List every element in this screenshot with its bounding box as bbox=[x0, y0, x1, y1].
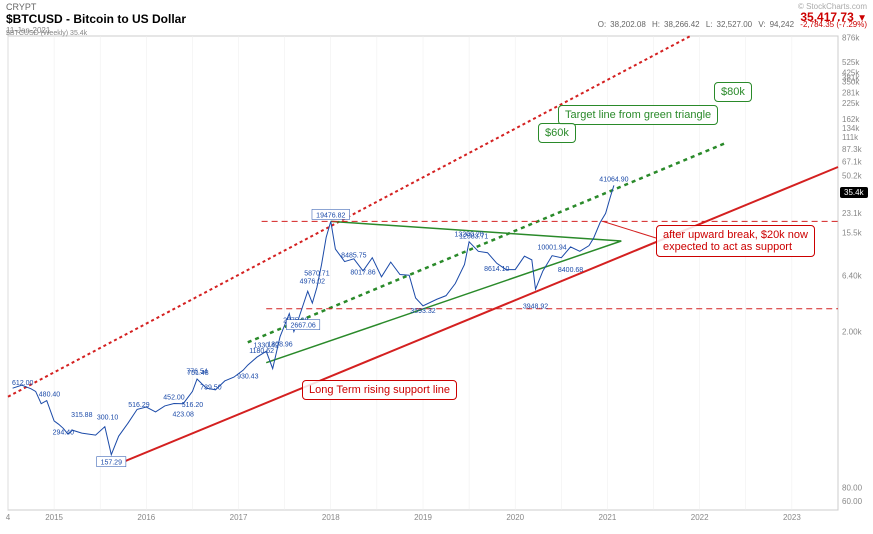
svg-text:60.00: 60.00 bbox=[842, 497, 863, 506]
svg-text:2018: 2018 bbox=[322, 513, 340, 522]
open-value: 38,202.08 bbox=[610, 20, 646, 29]
svg-text:8614.10: 8614.10 bbox=[484, 266, 509, 273]
svg-text:41064.90: 41064.90 bbox=[599, 176, 628, 183]
svg-text:8017.86: 8017.86 bbox=[350, 269, 375, 276]
change-value: -2,784.35 (-7.29%) bbox=[800, 20, 867, 29]
svg-text:425k: 425k bbox=[842, 68, 860, 77]
svg-text:480.40: 480.40 bbox=[39, 392, 61, 399]
svg-text:80.00: 80.00 bbox=[842, 483, 863, 492]
svg-text:10001.94: 10001.94 bbox=[538, 245, 567, 252]
annot-80k: $80k bbox=[714, 82, 752, 102]
svg-text:6.40k: 6.40k bbox=[842, 271, 863, 280]
svg-text:2023: 2023 bbox=[783, 513, 801, 522]
svg-text:2.00k: 2.00k bbox=[842, 328, 863, 337]
annot-target-line: Target line from green triangle bbox=[558, 105, 718, 125]
vol-value: 94,242 bbox=[770, 20, 794, 29]
svg-text:300.10: 300.10 bbox=[97, 414, 119, 421]
svg-text:50.2k: 50.2k bbox=[842, 172, 863, 181]
svg-text:162k: 162k bbox=[842, 115, 860, 124]
svg-text:111k: 111k bbox=[842, 133, 859, 142]
svg-text:525k: 525k bbox=[842, 58, 860, 67]
svg-text:930.43: 930.43 bbox=[237, 374, 259, 381]
svg-text:134k: 134k bbox=[842, 124, 860, 133]
high-value: 38,266.42 bbox=[664, 20, 700, 29]
svg-text:5870.71: 5870.71 bbox=[304, 270, 329, 277]
svg-text:8485.75: 8485.75 bbox=[341, 253, 366, 260]
svg-text:2667.06: 2667.06 bbox=[290, 323, 315, 330]
svg-text:2019: 2019 bbox=[414, 513, 432, 522]
annot-support-break: after upward break, $20k nowexpected to … bbox=[656, 225, 815, 257]
svg-text:3948.92: 3948.92 bbox=[523, 304, 548, 311]
svg-text:2022: 2022 bbox=[691, 513, 709, 522]
svg-text:452.00: 452.00 bbox=[163, 394, 185, 401]
svg-text:2021: 2021 bbox=[599, 513, 617, 522]
svg-text:516.20: 516.20 bbox=[182, 402, 204, 409]
svg-text:2020: 2020 bbox=[506, 513, 524, 522]
svg-text:2015: 2015 bbox=[45, 513, 63, 522]
svg-text:315.88: 315.88 bbox=[71, 412, 93, 419]
svg-text:12583.71: 12583.71 bbox=[459, 234, 488, 241]
svg-text:225k: 225k bbox=[842, 99, 860, 108]
svg-text:294.40: 294.40 bbox=[53, 429, 75, 436]
svg-text:423.08: 423.08 bbox=[173, 412, 195, 419]
svg-text:15.5k: 15.5k bbox=[842, 228, 863, 237]
svg-text:157.29: 157.29 bbox=[101, 460, 123, 467]
svg-text:4: 4 bbox=[6, 513, 11, 522]
svg-text:281k: 281k bbox=[842, 88, 860, 97]
vol-label: V: bbox=[758, 20, 765, 29]
svg-text:4976.02: 4976.02 bbox=[300, 278, 325, 285]
high-label: H: bbox=[652, 20, 660, 29]
svg-text:1808.96: 1808.96 bbox=[267, 341, 292, 348]
low-value: 32,527.00 bbox=[717, 20, 753, 29]
svg-text:67.1k: 67.1k bbox=[842, 158, 863, 167]
annot-60k: $60k bbox=[538, 123, 576, 143]
low-label: L: bbox=[706, 20, 713, 29]
svg-text:751.48: 751.48 bbox=[187, 370, 209, 377]
chart-svg: 60.00 80.00 2.00k 6.40k 15.5k 23.1k 50.2k 67.1k… bbox=[0, 0, 873, 529]
ohlc-row: O: 38,202.08 H: 38,266.42 L: 32,527.00 V: 94… bbox=[594, 20, 867, 29]
svg-text:516.29: 516.29 bbox=[128, 402, 150, 409]
annot-long-term-support: Long Term rising support line bbox=[302, 380, 457, 400]
svg-text:19476.82: 19476.82 bbox=[316, 212, 345, 219]
svg-text:2017: 2017 bbox=[230, 513, 248, 522]
open-label: O: bbox=[598, 20, 606, 29]
svg-text:87.3k: 87.3k bbox=[842, 145, 863, 154]
category-label: CRYPT bbox=[6, 2, 867, 12]
svg-text:8400.68: 8400.68 bbox=[558, 267, 583, 274]
svg-text:612.00: 612.00 bbox=[12, 380, 34, 387]
price-tag: 35.4k bbox=[840, 187, 868, 198]
svg-text:739.50: 739.50 bbox=[200, 385, 222, 392]
sub-title: $BTCUSD (Weekly) 35.4k bbox=[6, 30, 87, 37]
svg-text:2016: 2016 bbox=[137, 513, 155, 522]
svg-text:23.1k: 23.1k bbox=[842, 209, 863, 218]
svg-text:3593.32: 3593.32 bbox=[410, 308, 435, 315]
